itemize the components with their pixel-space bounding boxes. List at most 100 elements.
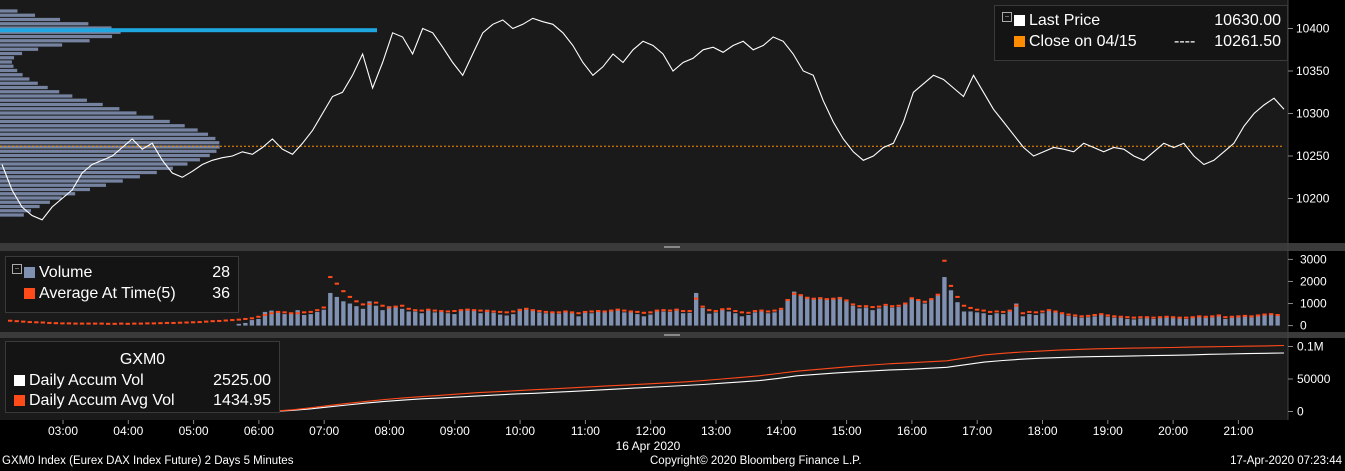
volume-bar	[243, 322, 248, 326]
avg-volume-marker	[680, 310, 686, 313]
avg-volume-marker	[1236, 315, 1241, 318]
avg-volume-marker	[1131, 316, 1137, 319]
volume-bar	[550, 312, 555, 326]
blue-square-icon	[24, 267, 35, 279]
legend-accum-vol: Daily Accum Vol	[14, 372, 144, 390]
avg-volume-marker	[1053, 310, 1058, 313]
volume-bar	[1151, 318, 1156, 326]
volume-bar	[1118, 317, 1123, 326]
volume-bar	[837, 296, 843, 326]
avg-volume-marker	[138, 322, 143, 325]
volume-profile-bar	[0, 124, 185, 128]
avg-volume-marker	[890, 305, 895, 308]
avg-volume-marker	[909, 297, 914, 300]
avg-volume-marker	[1268, 313, 1274, 316]
avg-volume-marker	[125, 322, 130, 325]
volume-bar	[1001, 314, 1006, 326]
avg-volume-marker	[1001, 310, 1006, 313]
volume-bar	[249, 320, 255, 326]
volume-bar	[334, 296, 339, 326]
avg-volume-marker	[863, 305, 869, 308]
avg-volume-marker	[86, 322, 91, 325]
avg-volume-marker	[413, 309, 418, 312]
volume-profile-bar	[0, 22, 89, 26]
volume-profile-bar	[0, 9, 18, 13]
time-tick-label: 20:00	[1158, 424, 1188, 438]
legend-volume: Volume	[24, 264, 92, 282]
volume-bar	[674, 308, 679, 326]
volume-tick-label: 3000	[1300, 252, 1327, 266]
avg-volume-marker	[1255, 314, 1261, 317]
volume-bar	[707, 313, 712, 326]
volume-bar	[269, 310, 274, 326]
volume-bar	[1027, 314, 1032, 326]
volume-profile-bar	[0, 209, 31, 213]
volume-bar	[1099, 314, 1104, 326]
avg-volume-marker	[844, 299, 849, 302]
avg-volume-marker	[406, 307, 411, 310]
volume-bar	[1112, 317, 1117, 326]
avg-volume-marker	[373, 301, 379, 304]
volume-bar	[792, 291, 797, 326]
volume-bar	[726, 311, 731, 326]
volume-bar	[667, 311, 673, 326]
avg-volume-marker	[1020, 312, 1025, 315]
volume-label: Volume	[39, 264, 93, 281]
volume-profile-bar	[0, 17, 61, 22]
avg-volume-marker	[328, 276, 333, 279]
avg-volume-marker	[302, 311, 307, 314]
price-legend[interactable]: − Last Price 10630.00 Close on 04/15 ---…	[994, 5, 1288, 61]
volume-bar	[511, 314, 516, 326]
avg-volume-marker	[471, 309, 477, 312]
volume-bar	[661, 311, 666, 326]
accum-legend[interactable]: GXM0 Daily Accum Vol 2525.00 Daily Accum…	[5, 341, 280, 413]
avg-volume-marker	[942, 259, 947, 262]
white-square-icon	[14, 375, 25, 387]
volume-bar	[818, 297, 823, 326]
avg-volume-marker	[288, 312, 294, 315]
avg-volume-marker	[883, 303, 888, 306]
avg-volume-marker	[380, 304, 385, 307]
volume-bar	[765, 313, 771, 326]
divider-handle-2[interactable]	[664, 334, 680, 336]
avg-volume-marker	[1210, 315, 1215, 318]
volume-bar	[903, 303, 908, 326]
volume-bar	[393, 306, 398, 326]
volume-bar	[256, 318, 261, 326]
avg-volume-marker	[622, 309, 627, 312]
volume-bar	[1086, 317, 1091, 326]
legend-avg: Average At Time(5)	[24, 285, 176, 303]
collapse-icon[interactable]: −	[12, 264, 22, 274]
volume-bar	[543, 313, 549, 326]
avg-volume-marker	[778, 307, 784, 310]
volume-bar	[504, 315, 509, 326]
volume-profile-bar	[0, 153, 210, 158]
volume-bar	[922, 303, 927, 326]
avg-volume-marker	[726, 307, 731, 310]
volume-legend[interactable]: − Volume 28 Average At Time(5) 36	[5, 256, 239, 313]
volume-bar	[537, 312, 542, 326]
volume-bar	[386, 306, 392, 326]
avg-volume-marker	[837, 297, 843, 300]
volume-bar	[282, 314, 287, 326]
avg-volume-marker	[537, 310, 542, 313]
avg-volume-marker	[687, 310, 692, 313]
volume-bar	[739, 316, 745, 326]
volume-profile-bar	[0, 213, 24, 217]
avg-volume-marker	[870, 306, 875, 309]
accum-title: GXM0	[119, 351, 166, 368]
avg-volume-marker	[504, 311, 509, 314]
avg-volume-marker	[569, 311, 575, 314]
avg-volume-marker	[582, 310, 588, 313]
time-tick-label: 04:00	[113, 424, 143, 438]
footer-copyright: Copyright© 2020 Bloomberg Finance L.P.	[650, 455, 862, 467]
divider-handle-1[interactable]	[664, 246, 680, 248]
volume-bar	[844, 301, 849, 326]
collapse-icon[interactable]: −	[1002, 12, 1012, 22]
volume-bar	[1053, 312, 1058, 326]
avg-volume-marker	[1223, 316, 1228, 319]
volume-bar	[850, 305, 856, 326]
avg-volume-marker	[1099, 313, 1104, 316]
avg-volume-marker	[1157, 316, 1163, 319]
volume-profile-bar	[0, 43, 63, 47]
